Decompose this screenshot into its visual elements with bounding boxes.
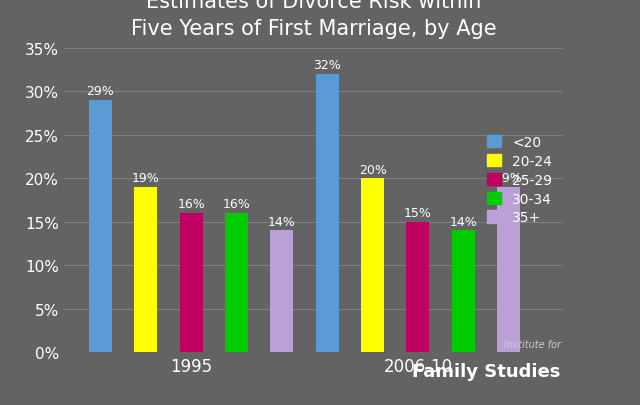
Text: 19%: 19% [495,172,523,185]
Bar [89,101,112,352]
Bar [270,231,293,352]
Text: 15%: 15% [404,207,432,220]
Text: Family Studies: Family Studies [412,362,561,380]
Bar [134,188,157,352]
Text: 29%: 29% [86,85,114,98]
Text: 20%: 20% [358,163,387,176]
Text: 19%: 19% [132,172,159,185]
Bar [406,222,429,352]
Text: Institute for: Institute for [504,339,561,349]
Text: 16%: 16% [223,198,250,211]
Bar [225,213,248,352]
Bar [316,75,339,352]
Legend: <20, 20-24, 25-29, 30-34, 35+: <20, 20-24, 25-29, 30-34, 35+ [483,132,556,229]
Text: 14%: 14% [449,215,477,228]
Title: Estimates of Divorce Risk within
Five Years of First Marriage, by Age: Estimates of Divorce Risk within Five Ye… [131,0,497,39]
Bar [361,179,384,352]
Bar [497,188,520,352]
Text: 32%: 32% [314,59,341,72]
Text: 14%: 14% [268,215,296,228]
Bar [452,231,475,352]
Bar [180,213,202,352]
Text: 16%: 16% [177,198,205,211]
